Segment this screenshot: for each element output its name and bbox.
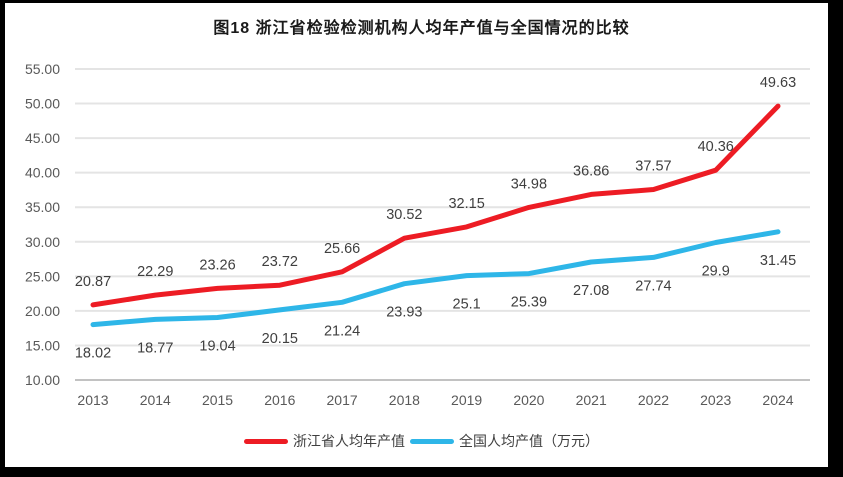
- legend-label-zhejiang: 浙江省人均年产值: [293, 433, 405, 449]
- data-label-zhejiang: 32.15: [448, 196, 484, 212]
- x-axis-tick-label: 2016: [264, 392, 295, 408]
- data-label-national: 21.24: [324, 323, 360, 339]
- y-axis-tick-label: 15.00: [25, 337, 60, 353]
- data-label-national: 23.93: [386, 305, 422, 321]
- y-axis-tick-label: 55.00: [25, 61, 60, 77]
- y-axis-tick-label: 50.00: [25, 96, 60, 112]
- data-label-zhejiang: 23.72: [262, 254, 298, 270]
- frame-border-left: [0, 0, 5, 477]
- chart-title: 图18 浙江省检验检测机构人均年产值与全国情况的比较: [213, 20, 630, 37]
- y-axis-tick-label: 40.00: [25, 165, 60, 181]
- data-label-national: 19.04: [199, 339, 235, 355]
- data-label-zhejiang: 20.87: [75, 274, 111, 290]
- x-axis-tick-label: 2021: [576, 392, 607, 408]
- data-label-zhejiang: 34.98: [511, 176, 547, 192]
- legend-label-national: 全国人均产值（万元）: [459, 433, 599, 449]
- data-label-national: 27.08: [573, 283, 609, 299]
- frame-border-right: [828, 0, 843, 477]
- data-label-zhejiang: 37.57: [635, 159, 671, 175]
- x-axis-tick-label: 2020: [513, 392, 544, 408]
- y-axis-tick-label: 10.00: [25, 372, 60, 388]
- x-axis-tick-label: 2015: [202, 392, 233, 408]
- data-label-zhejiang: 23.26: [199, 257, 235, 273]
- x-axis-tick-label: 2014: [140, 392, 171, 408]
- data-label-zhejiang: 30.52: [386, 207, 422, 223]
- y-axis-tick-label: 20.00: [25, 303, 60, 319]
- series-line-zhejiang: [90, 103, 781, 308]
- data-label-national: 29.9: [702, 264, 730, 280]
- data-label-zhejiang: 49.63: [760, 75, 796, 91]
- data-label-national: 18.77: [137, 340, 173, 356]
- x-axis-tick-label: 2023: [700, 392, 731, 408]
- data-label-zhejiang: 25.66: [324, 241, 360, 257]
- legend-swatch-zhejiang-red-line: [244, 438, 288, 444]
- frame-border-top: [0, 0, 843, 3]
- data-label-national: 31.45: [760, 253, 796, 269]
- legend: 浙江省人均年产值 全国人均产值（万元）: [0, 431, 843, 451]
- y-axis-tick-label: 30.00: [25, 234, 60, 250]
- x-axis-tick-label: 2024: [762, 392, 793, 408]
- x-axis-tick-label: 2017: [327, 392, 358, 408]
- data-label-zhejiang: 40.36: [698, 139, 734, 155]
- data-label-national: 27.74: [635, 278, 671, 294]
- data-label-zhejiang: 36.86: [573, 163, 609, 179]
- y-axis-tick-label: 45.00: [25, 130, 60, 146]
- data-label-national: 25.1: [453, 297, 481, 313]
- y-axis-tick-label: 35.00: [25, 199, 60, 215]
- data-label-national: 25.39: [511, 295, 547, 311]
- data-label-national: 18.02: [75, 346, 111, 362]
- x-axis-tick-label: 2013: [77, 392, 108, 408]
- data-label-national: 20.15: [262, 331, 298, 347]
- legend-item-zhejiang: 浙江省人均年产值: [244, 431, 405, 451]
- legend-item-national: 全国人均产值（万元）: [410, 431, 599, 451]
- data-label-zhejiang: 22.29: [137, 264, 173, 280]
- series-line-national: [90, 229, 781, 328]
- x-axis-tick-label: 2018: [389, 392, 420, 408]
- y-axis-tick-label: 25.00: [25, 268, 60, 284]
- x-axis-tick-label: 2019: [451, 392, 482, 408]
- x-axis-tick-label: 2022: [638, 392, 669, 408]
- legend-swatch-national-blue-line: [410, 438, 454, 444]
- frame-border-bottom: [0, 467, 843, 477]
